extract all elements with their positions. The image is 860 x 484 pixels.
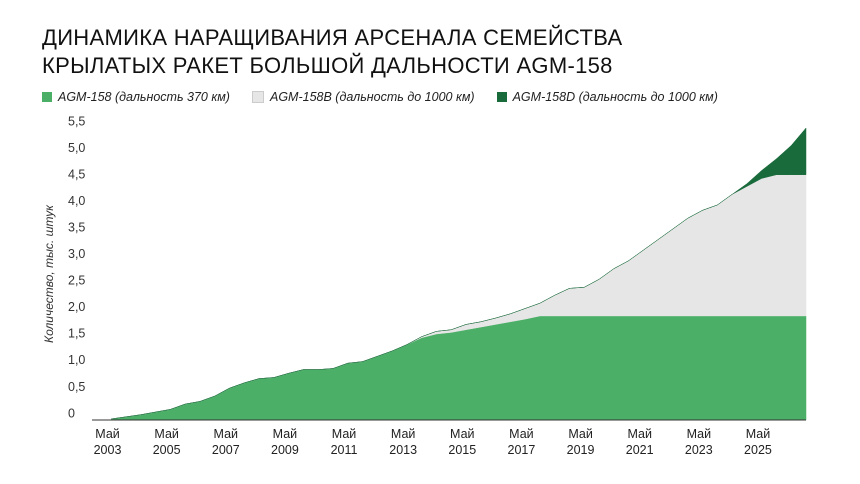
y-axis-label: Количество, тыс. штук xyxy=(42,204,56,343)
y-tick-label: 0 xyxy=(68,406,75,420)
x-tick-label: Май 2011 xyxy=(330,427,358,457)
y-tick-label: 5,5 xyxy=(68,114,85,128)
x-tick-label: Май 2005 xyxy=(152,427,181,457)
legend-item: AGM-158D (дальность до 1000 км) xyxy=(496,90,718,104)
legend-item: AGM-158 (дальность 370 км) xyxy=(42,90,230,104)
legend-swatch xyxy=(251,91,264,103)
y-tick-label: 1,0 xyxy=(68,353,85,367)
y-tick-label: 5,0 xyxy=(68,141,85,155)
area xyxy=(110,315,807,421)
legend: AGM-158 (дальность 370 км) AGM-158B (даль… xyxy=(42,90,718,104)
y-tick-label: 0,5 xyxy=(68,380,85,394)
legend-swatch xyxy=(496,92,507,102)
x-tick-label: Май 2025 xyxy=(744,427,772,457)
y-tick-label: 4,5 xyxy=(68,167,85,181)
x-tick-label: Май 2007 xyxy=(211,427,240,457)
x-tick-label: Май 2013 xyxy=(389,427,418,457)
legend-label: AGM-158D (дальность до 1000 км) xyxy=(512,90,718,104)
y-tick-label: 3,5 xyxy=(68,220,85,234)
area xyxy=(111,127,807,420)
x-tick-label: Май 2021 xyxy=(625,427,654,457)
chart-title: ДИНАМИКА НАРАЩИВАНИЯ АРСЕНАЛА СЕМЕЙСТВА … xyxy=(42,25,623,78)
x-tick-label: Май 2003 xyxy=(93,427,122,457)
legend-swatch xyxy=(42,92,52,102)
legend-item: AGM-158B (дальность до 1000 км) xyxy=(251,90,475,104)
x-tick-label: Май 2023 xyxy=(684,427,713,457)
y-tick-label: 2,0 xyxy=(68,300,85,314)
legend-label: AGM-158 (дальность 370 км) xyxy=(58,90,230,104)
y-tick-label: 1,5 xyxy=(68,327,85,341)
y-tick-label: 2,5 xyxy=(68,274,85,288)
x-tick-label: Май 2017 xyxy=(507,427,536,457)
legend-label: AGM-158B (дальность до 1000 км) xyxy=(269,90,475,104)
y-tick-label: 3,0 xyxy=(68,247,85,261)
y-tick-label: 4,0 xyxy=(68,194,85,208)
x-tick-label: Май 2019 xyxy=(566,427,595,457)
x-tick-label: Май 2009 xyxy=(271,427,299,457)
x-tick-label: Май 2015 xyxy=(448,427,477,457)
